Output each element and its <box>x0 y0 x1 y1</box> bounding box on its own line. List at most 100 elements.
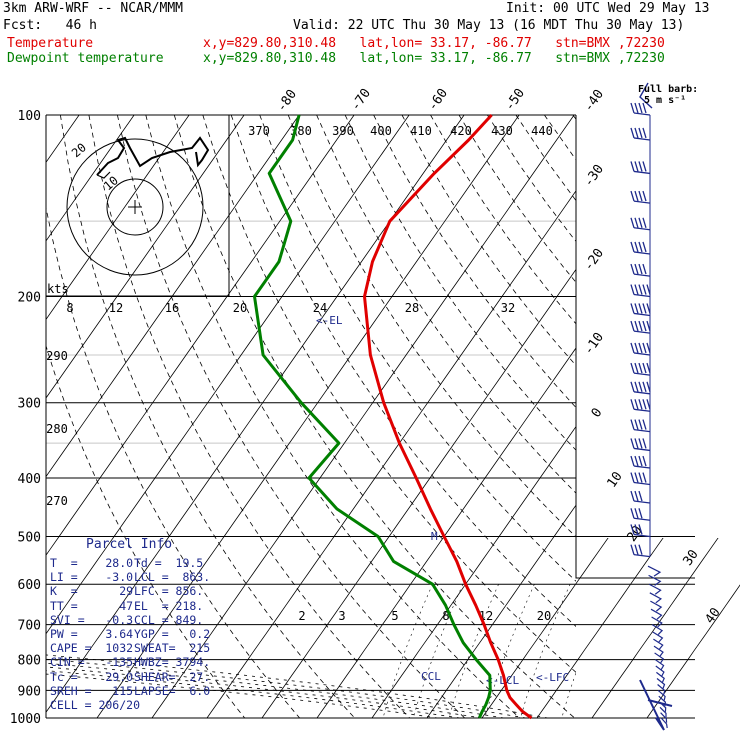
parcel-info-left-5: PW = 3.64 <box>50 627 134 641</box>
moist-adiabat-28 <box>46 658 527 718</box>
isotherm-label-40: 40 <box>702 605 723 626</box>
wind-barb-385 <box>630 455 651 469</box>
low-wind-barb-960 <box>659 706 667 718</box>
wind-barb-110 <box>630 127 651 141</box>
isotherm-50 <box>646 115 740 719</box>
el-marker: <-EL <box>316 314 343 327</box>
parcel-info-left-6: CAPE = 1032 <box>50 641 134 656</box>
wind-barb-170 <box>630 241 651 255</box>
low-wind-barb-880 <box>657 684 666 695</box>
wind-barbs <box>630 82 673 731</box>
wind-scale-label-24: 24 <box>313 301 327 315</box>
parcel-info-right-3: EL = 218. <box>134 598 204 613</box>
hodograph-ring-outer <box>66 138 204 276</box>
ccl-marker: CCL <box>421 670 441 683</box>
mr-20 <box>561 671 576 718</box>
wind-legend-units: 5 m s⁻¹ <box>644 95 687 106</box>
parcel-info-left-3: TT = 47 <box>50 598 134 613</box>
surface-wind-barb <box>639 679 673 731</box>
pressure-label-300: 300 <box>18 397 41 412</box>
hodograph-center <box>128 200 142 214</box>
parcel-info-left-10: CELL = 206/20 <box>50 698 141 712</box>
mixing-ratio-label-5: 5 <box>391 609 398 623</box>
wind-barb-540 <box>630 544 651 558</box>
mixing-ratio-label-20: 20 <box>537 609 551 623</box>
parcel-info-right-6: SWEAT= 215 <box>134 641 211 656</box>
wind-barb-440 <box>630 490 651 504</box>
wind-scale-label-16: 16 <box>165 301 179 315</box>
pressure-label-200: 200 <box>18 291 41 306</box>
wind-scale-label-20: 20 <box>233 301 247 315</box>
pressure-label-400: 400 <box>18 472 41 487</box>
dry-adiabat-280 <box>88 115 410 718</box>
isotherm-0 <box>371 115 740 719</box>
parcel-info-right-1: LCL = 863. <box>134 570 211 585</box>
isotherm--70 <box>46 115 410 719</box>
frame-step <box>575 538 695 579</box>
moist-adiabat-16 <box>46 670 461 718</box>
isotherm-label--50: -50 <box>502 86 528 114</box>
diagram-lines <box>45 114 740 719</box>
dewpoint-location: x,y=829.80,310.48 lat,lon= 33.17, -86.77… <box>203 51 665 66</box>
pressure-label-800: 800 <box>18 654 41 669</box>
low-wind-barb-900 <box>657 689 666 701</box>
parcel-info-right-9: LAPSE= 6.0 <box>134 683 211 698</box>
low-wind-barb-660 <box>650 608 663 620</box>
theta-label-440: 440 <box>531 124 553 138</box>
wind-scale-label-28: 28 <box>405 301 419 315</box>
dry-adiabat-310 <box>173 115 575 718</box>
dry-adiabat-380 <box>373 115 576 409</box>
temperature-legend: Temperature <box>7 36 94 51</box>
isotherm-label--60: -60 <box>425 86 451 114</box>
mr-3 <box>413 584 464 718</box>
isotherm-10 <box>426 115 740 719</box>
moist-adiabats <box>46 654 549 718</box>
dry-adiabat-390 <box>401 115 576 367</box>
theta-label-290: 290 <box>46 349 68 363</box>
wind-barb-100 <box>630 102 651 116</box>
dry-adiabat-260 <box>46 205 301 718</box>
lcl-marker: <-LCL <box>486 674 519 687</box>
valid-time: Valid: 22 UTC Thu 30 May 13 (16 MDT Thu … <box>293 18 685 33</box>
theta-label-370: 370 <box>248 124 270 138</box>
dry-adiabat-330 <box>230 115 576 627</box>
low-wind-barb-640 <box>650 600 663 612</box>
wind-barb-155 <box>630 217 651 231</box>
low-wind-barb-700 <box>651 624 664 636</box>
mr-5 <box>448 584 499 718</box>
parcel-info-right-8: SHEAR= 27. <box>134 669 211 684</box>
dry-adiabat-370 <box>344 115 576 451</box>
dry-adiabat-300 <box>145 115 520 718</box>
init-time: Init: 00 UTC Wed 29 May 13 <box>506 1 710 16</box>
low-wind-barb-680 <box>651 616 663 628</box>
theta-label-430: 430 <box>491 124 513 138</box>
isotherm--10 <box>316 115 740 719</box>
forecast-hour: Fcst: 46 h <box>3 18 97 33</box>
isotherm--40 <box>151 115 575 719</box>
wind-barb-230 <box>630 320 651 334</box>
theta-label-270: 270 <box>46 494 68 508</box>
mixing-ratio-label-3: 3 <box>338 609 345 623</box>
parcel-info-right-2: LFC = 856. <box>134 584 204 599</box>
low-wind-barb-740 <box>653 638 664 650</box>
wind-barb-270 <box>630 362 651 376</box>
pressure-label-100: 100 <box>18 109 41 124</box>
isotherm-label--80: -80 <box>274 87 300 115</box>
low-wind-barb-780 <box>654 652 665 664</box>
isotherms <box>46 115 740 719</box>
low-wind-barb-800 <box>654 659 665 670</box>
parcel-info-left-4: SVI = -0.3 <box>50 612 134 627</box>
isotherm--60 <box>46 115 465 719</box>
low-wind-barb-620 <box>649 592 662 604</box>
theta-label-390: 390 <box>332 124 354 138</box>
low-wind-barb-860 <box>656 678 666 689</box>
low-wind-barb-580 <box>648 574 662 586</box>
m-marker: M <box>431 530 438 543</box>
mixing-ratio-lines <box>382 584 576 718</box>
theta-label-400: 400 <box>370 124 392 138</box>
mr-8 <box>484 584 535 718</box>
parcel-info-panel: Parcel Info T = 28.0 Td = 19.5 LI = -3.0 LC… <box>46 537 231 728</box>
isotherm-label--20: -20 <box>581 246 607 274</box>
isotherm-label-30: 30 <box>680 547 701 568</box>
